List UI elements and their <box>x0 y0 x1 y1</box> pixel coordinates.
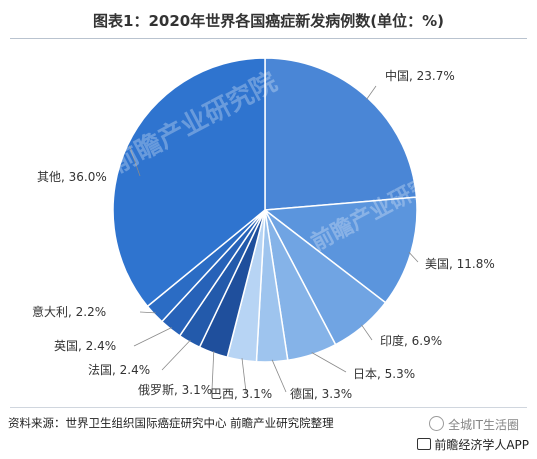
slice-label-俄罗斯: 俄罗斯, 3.1% <box>138 383 212 397</box>
leader-line-德国 <box>271 359 287 393</box>
leader-line-俄罗斯 <box>211 350 215 391</box>
slice-label-意大利: 意大利, 2.2% <box>32 304 106 319</box>
leader-line-美国 <box>408 251 419 263</box>
leader-line-日本 <box>311 352 347 373</box>
leader-line-中国 <box>366 85 377 100</box>
slice-label-日本: 日本, 5.3% <box>353 367 415 381</box>
wechat-icon <box>429 416 445 431</box>
pie-slices <box>112 57 418 363</box>
title-divider <box>10 38 527 39</box>
footer-divider <box>10 407 527 408</box>
source-note: 资料来源：世界卫生组织国际癌症研究中心 前瞻产业研究院整理 <box>8 416 334 430</box>
wechat-watermark: 全城IT生活圈 <box>429 416 519 433</box>
pie-chart: 中国, 23.7% 美国, 11.8% 印度, 6.9% 日本, 5.3%德国, 3.… <box>32 57 495 401</box>
app-watermark-text: 前瞻经济学人APP <box>434 438 529 452</box>
pie-slice-美国 <box>263 196 418 304</box>
app-watermark: 前瞻经济学人APP <box>417 436 529 453</box>
leader-line-其他 <box>129 145 141 177</box>
slice-label-德国: 德国, 3.3% <box>290 386 352 401</box>
leader-line-英国 <box>133 327 172 347</box>
slice-labels: 中国, 23.7% 美国, 11.8% 印度, 6.9% 日本, 5.3%德国, 3.… <box>32 68 495 401</box>
wechat-watermark-text: 全城IT生活圈 <box>448 418 519 432</box>
leader-line-印度 <box>361 324 373 341</box>
slice-label-印度: 印度, 6.9% <box>380 333 442 348</box>
leader-line-巴西 <box>241 358 247 393</box>
slice-label-中国: 中国, 23.7% <box>385 68 455 83</box>
pie-slice-其他 <box>112 57 266 308</box>
slice-label-美国: 美国, 11.8% <box>425 257 495 271</box>
slice-label-英国: 英国, 2.4% <box>54 339 116 353</box>
slice-label-法国: 法国, 2.4% <box>88 363 150 377</box>
slice-label-巴西: 巴西, 3.1% <box>210 387 272 401</box>
leader-line-法国 <box>161 339 191 371</box>
chart-title: 图表1：2020年世界各国癌症新发病例数(单位：%) <box>93 12 444 30</box>
slice-label-其他: 其他, 36.0% <box>37 170 107 184</box>
leader-line-意大利 <box>139 311 156 314</box>
camera-icon <box>417 438 432 450</box>
leader-lines <box>129 85 419 393</box>
